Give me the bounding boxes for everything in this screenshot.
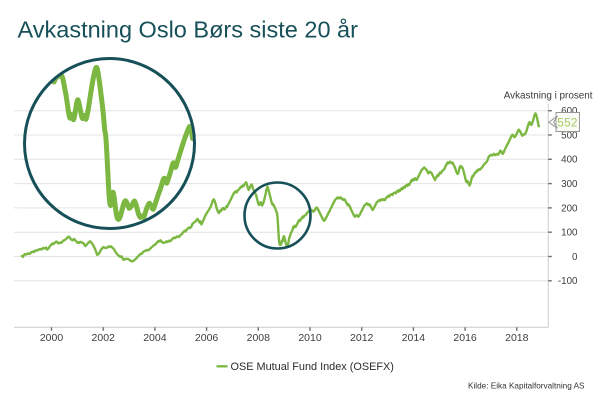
svg-text:2000: 2000 [40,332,64,344]
svg-text:-100: -100 [558,276,578,287]
svg-text:2016: 2016 [453,332,477,344]
svg-text:0: 0 [572,252,578,263]
svg-text:300: 300 [561,179,578,190]
svg-text:Avkastning Oslo Børs siste 20: Avkastning Oslo Børs siste 20 år [18,17,359,43]
svg-text:400: 400 [561,155,578,166]
svg-text:2012: 2012 [350,332,374,344]
svg-text:2008: 2008 [247,332,271,344]
svg-text:Avkastning i prosent: Avkastning i prosent [504,91,593,102]
svg-text:2018: 2018 [505,332,529,344]
svg-text:OSE Mutual Fund Index (OSEFX): OSE Mutual Fund Index (OSEFX) [231,361,394,373]
svg-text:100: 100 [561,228,578,239]
svg-text:552: 552 [557,115,578,129]
svg-text:200: 200 [561,203,578,214]
svg-text:2004: 2004 [143,332,167,344]
svg-text:2014: 2014 [402,332,426,344]
svg-text:2002: 2002 [92,332,116,344]
svg-text:2010: 2010 [298,332,322,344]
svg-text:Kilde: Eika Kapitalforvaltning: Kilde: Eika Kapitalforvaltning AS [468,382,585,391]
svg-text:500: 500 [561,130,578,141]
svg-text:600: 600 [561,106,578,117]
svg-text:2006: 2006 [195,332,219,344]
